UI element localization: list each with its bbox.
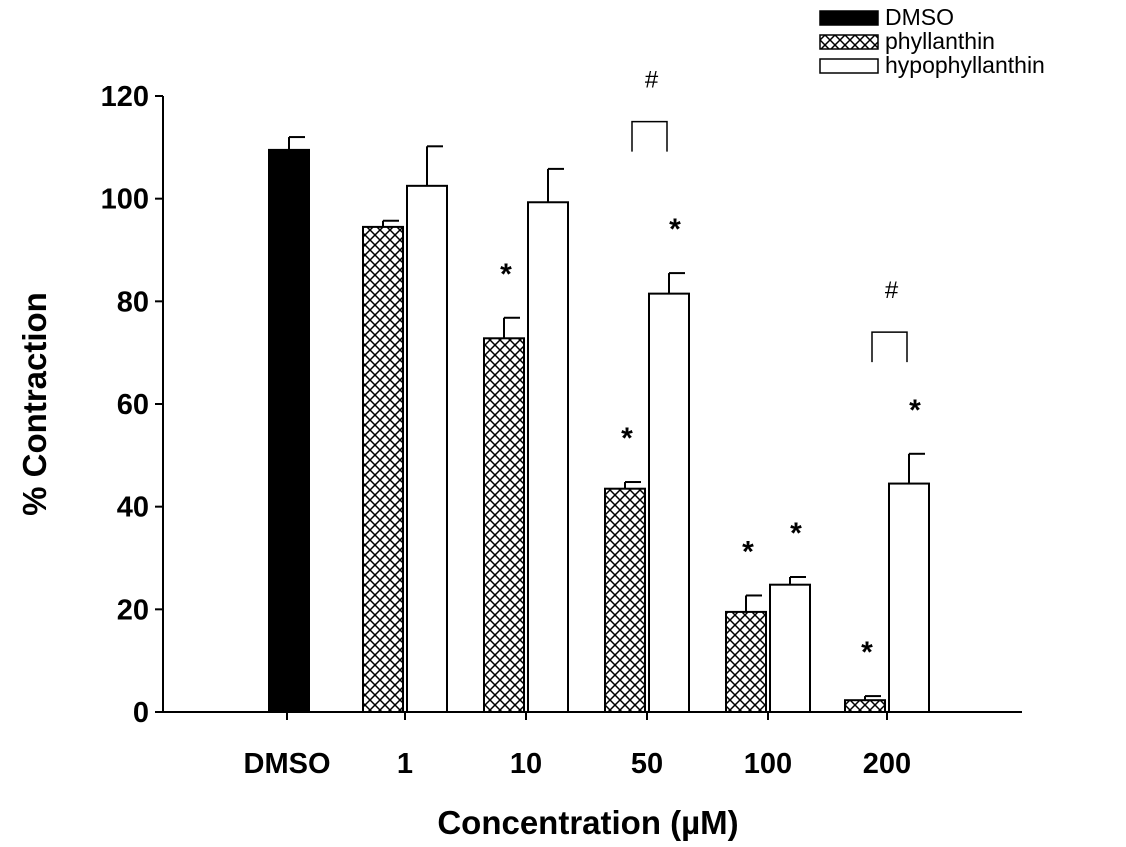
x-tick-label: 50 [631, 748, 663, 780]
bar-phyllanthin [725, 610, 767, 714]
y-tick-label: 80 [117, 286, 149, 318]
significance-star: * [621, 422, 633, 455]
bar-hypophyllanthin [648, 292, 690, 713]
bar-hypophyllanthin [888, 482, 930, 714]
y-tick-label: 20 [117, 594, 149, 626]
legend-label-phyllanthin: phyllanthin [885, 28, 995, 54]
legend-swatch-phyllanthin [819, 34, 879, 50]
y-tick-label: 120 [101, 81, 149, 113]
x-tick-label: 1 [397, 748, 413, 780]
bar-phyllanthin [604, 487, 646, 714]
significance-bracket [871, 331, 908, 363]
legend-swatch-DMSO [819, 10, 879, 26]
y-tick-label: 0 [133, 697, 149, 729]
significance-hash: # [885, 277, 899, 304]
legend-label-DMSO: DMSO [885, 4, 954, 30]
x-tick-label: DMSO [244, 748, 331, 780]
y-tick-label: 40 [117, 492, 149, 524]
significance-hash: # [645, 67, 659, 94]
bar-phyllanthin [362, 225, 404, 713]
bar-hypophyllanthin [769, 583, 811, 714]
significance-star: * [500, 258, 512, 291]
bar-DMSO [268, 148, 310, 713]
legend-swatch-hypophyllanthin [819, 58, 879, 74]
y-tick-label: 60 [117, 389, 149, 421]
bar-phyllanthin [844, 699, 886, 714]
significance-star: * [790, 517, 802, 550]
bar-hypophyllanthin [527, 201, 569, 713]
plot-area: 0 20 40 60 80 100 120 DMSO 1 10 50 100 200 * * * * * * * # # [101, 67, 1022, 780]
significance-star: * [861, 636, 873, 669]
legend-label-hypophyllanthin: hypophyllanthin [885, 52, 1045, 78]
y-tick-label: 100 [101, 184, 149, 216]
x-tick-label: 200 [863, 748, 911, 780]
significance-star: * [669, 213, 681, 246]
x-tick-label: 100 [744, 748, 792, 780]
significance-bracket [631, 120, 668, 152]
bar-phyllanthin [483, 337, 525, 713]
significance-star: * [742, 535, 754, 568]
y-axis-title: % Contraction [16, 292, 53, 516]
significance-star: * [909, 394, 921, 427]
x-tick-label: 10 [510, 748, 542, 780]
x-axis-title: Concentration (µM) [437, 804, 738, 841]
bar-hypophyllanthin [406, 184, 448, 714]
